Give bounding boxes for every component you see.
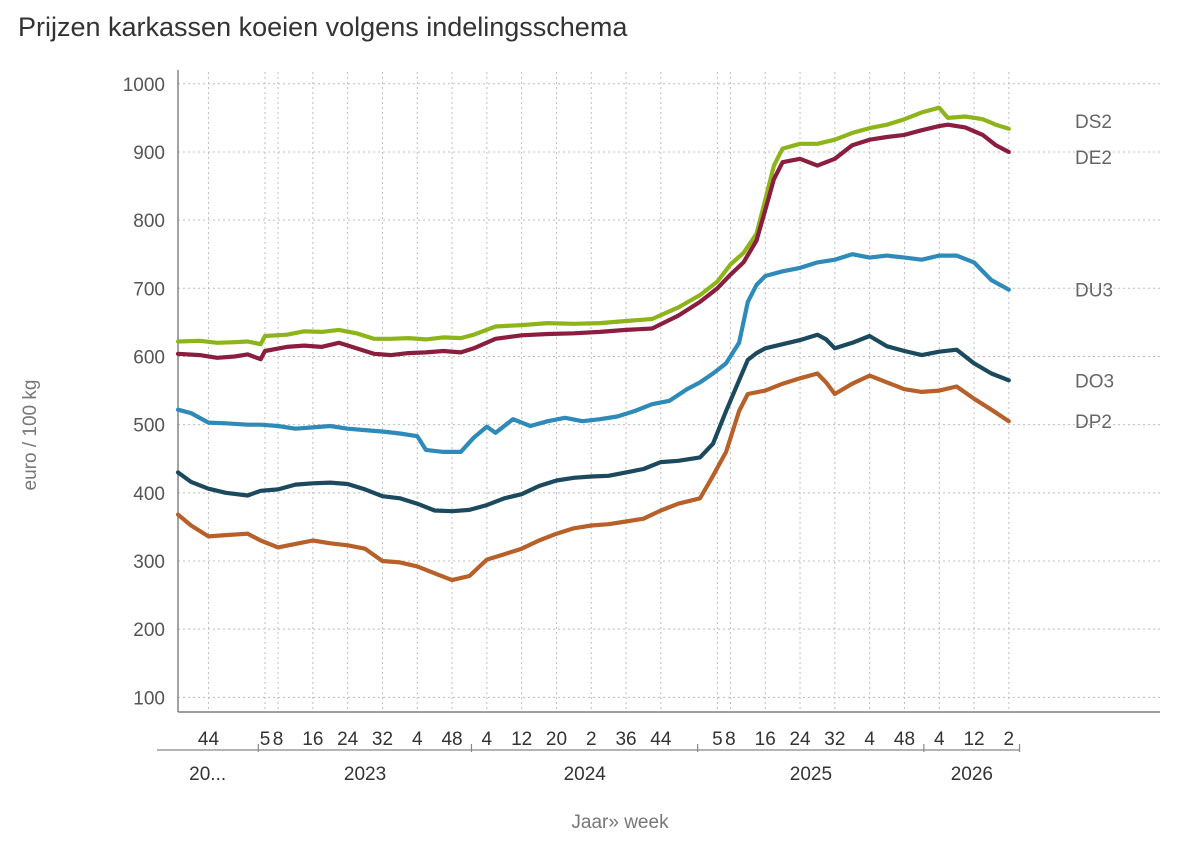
grid [178, 72, 1160, 712]
x-tick-label: 5 [260, 729, 271, 750]
x-tick-label: 5 [712, 729, 723, 750]
y-tick-label: 300 [133, 552, 165, 573]
y-tick-label: 1000 [123, 75, 165, 96]
y-tick-label: 500 [133, 416, 165, 437]
year-label: 2024 [564, 764, 607, 785]
year-label: 2026 [951, 764, 993, 785]
y-tick-label: 400 [133, 484, 165, 505]
x-tick-label: 32 [824, 729, 845, 750]
x-tick-label: 20 [546, 729, 567, 750]
series-labels: DS2 DE2 DU3 DO3 DP2 [1075, 112, 1114, 433]
series-line-do3 [175, 332, 1011, 514]
x-tick-label: 4 [412, 729, 423, 750]
series-label-do3: DO3 [1075, 371, 1114, 392]
x-tick-label: 12 [511, 729, 532, 750]
y-tick-label: 100 [133, 688, 165, 709]
x-tick-label: 4 [864, 729, 875, 750]
x-tick-label: 48 [441, 729, 462, 750]
x-tick-label: 16 [302, 729, 323, 750]
x-tick-label: 48 [894, 729, 915, 750]
x-tick-label: 24 [789, 729, 811, 750]
x-tick-label: 44 [650, 729, 672, 750]
series-line-ds2 [175, 105, 1011, 347]
year-label: 2023 [344, 764, 386, 785]
series-label-du3: DU3 [1075, 281, 1113, 302]
x-tick-label: 8 [725, 729, 736, 750]
series-lines [175, 105, 1011, 583]
series-line-du3 [175, 252, 1011, 454]
y-tick-label: 800 [133, 211, 165, 232]
x-tick-label: 12 [963, 729, 984, 750]
x-tick-label: 2 [586, 729, 597, 750]
year-label: 2025 [790, 764, 832, 785]
x-tick-label: 36 [615, 729, 636, 750]
y-tick-label: 900 [133, 143, 165, 164]
y-axis-title: euro / 100 kg [20, 380, 41, 491]
series-label-dp2: DP2 [1075, 412, 1112, 433]
x-tick-label: 8 [273, 729, 284, 750]
chart-title: Prijzen karkassen koeien volgens indelin… [18, 12, 628, 42]
year-label: 20... [189, 764, 226, 785]
y-tick-label: 600 [133, 347, 165, 368]
x-tick-label: 44 [198, 729, 220, 750]
x-tick-label: 4 [482, 729, 493, 750]
x-tick-label: 4 [934, 729, 945, 750]
x-tick-label: 16 [755, 729, 776, 750]
x-tick-label: 32 [372, 729, 393, 750]
series-line-dp2 [175, 371, 1011, 583]
x-tick-label: 2 [1004, 729, 1015, 750]
x-tick-label: 24 [337, 729, 359, 750]
series-label-ds2: DS2 [1075, 112, 1112, 133]
series-line-de2 [175, 122, 1011, 362]
x-axis-title: Jaar» week [571, 812, 669, 833]
series-label-de2: DE2 [1075, 148, 1112, 169]
y-tick-label: 700 [133, 279, 165, 300]
y-tick-label: 200 [133, 620, 165, 641]
